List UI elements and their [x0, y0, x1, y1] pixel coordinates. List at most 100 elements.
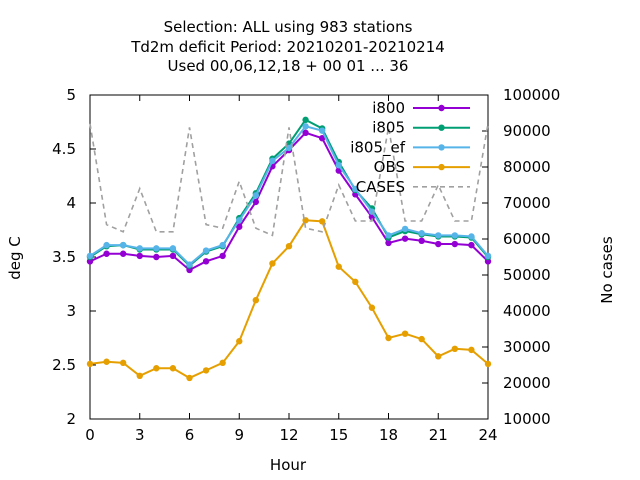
y2-tick-label: 70000 — [503, 194, 551, 212]
data-point-obs — [119, 359, 127, 367]
data-point-i805-ef — [119, 241, 127, 249]
data-point-obs — [285, 243, 293, 250]
y2-tick-label: 30000 — [503, 338, 551, 356]
y-axis-label: deg C — [6, 236, 24, 280]
data-point-obs — [368, 304, 376, 311]
x-tick-label: 6 — [185, 426, 195, 444]
data-point-obs — [401, 330, 409, 337]
data-point-obs — [153, 365, 160, 372]
data-point-i805-ef — [153, 245, 160, 252]
legend-label-i805-ef: i805_ef — [350, 138, 406, 157]
data-point-obs — [136, 372, 143, 379]
data-point-i805-ef — [236, 217, 243, 224]
x-tick-label: 18 — [379, 426, 398, 444]
y2-tick-label: 50000 — [503, 266, 551, 284]
title-line-1: Selection: ALL using 983 stations — [164, 18, 413, 36]
legend-marker-obs — [438, 163, 445, 171]
data-point-i805-ef — [401, 225, 409, 233]
data-point-i805-ef — [285, 144, 293, 152]
data-point-obs — [335, 263, 342, 270]
y2-tick-label: 60000 — [503, 230, 551, 248]
data-point-i800 — [401, 235, 409, 242]
legend-marker-i805 — [438, 124, 445, 131]
y2-tick-label: 80000 — [503, 158, 551, 176]
series-layer — [86, 116, 492, 382]
y-tick-label: 3 — [66, 302, 76, 320]
data-point-i805-ef — [103, 241, 110, 249]
y-tick-label: 2 — [66, 410, 76, 428]
data-point-obs — [352, 278, 359, 286]
data-point-obs — [169, 365, 177, 372]
data-point-i805-ef — [302, 123, 309, 130]
data-point-i805-ef — [252, 192, 260, 199]
data-point-obs — [269, 260, 276, 267]
data-point-obs — [202, 367, 210, 374]
data-point-i800 — [252, 198, 260, 206]
data-point-i800 — [219, 252, 226, 260]
x-axis-label: Hour — [270, 456, 307, 474]
x-tick-label: 24 — [478, 426, 497, 444]
data-point-i800 — [435, 240, 442, 248]
data-point-obs — [468, 346, 475, 354]
data-point-i800 — [302, 129, 309, 136]
chart-title: Selection: ALL using 983 stations Td2m d… — [130, 18, 445, 75]
data-point-i805-ef — [484, 252, 492, 260]
x-tick-label: 3 — [135, 426, 145, 444]
data-point-i805-ef — [451, 232, 459, 239]
x-tick-label: 21 — [429, 426, 448, 444]
data-point-i805-ef — [468, 233, 475, 240]
y-tick-label: 5 — [66, 86, 76, 104]
data-point-i800 — [136, 252, 143, 260]
y2-tick-label: 10000 — [503, 410, 551, 428]
legend-label-i800: i800 — [372, 99, 405, 117]
title-line-3: Used 00,06,12,18 + 00 01 ... 36 — [168, 57, 409, 75]
data-point-i800 — [153, 253, 160, 261]
data-point-i800 — [451, 240, 459, 248]
series-line-cases — [89, 123, 489, 237]
data-point-i805-ef — [352, 185, 359, 193]
data-point-i805-ef — [202, 247, 210, 254]
x-tick-label: 12 — [279, 426, 298, 444]
legend-label-cases: CASES — [356, 178, 405, 196]
data-point-obs — [418, 335, 425, 343]
data-point-obs — [385, 334, 392, 342]
data-point-obs — [103, 358, 110, 365]
legend-label-obs: OBS — [374, 158, 405, 176]
x-tick-label: 15 — [329, 426, 348, 444]
data-point-obs — [252, 297, 260, 304]
data-point-i805-ef — [269, 157, 276, 165]
y2-tick-label: 40000 — [503, 302, 551, 320]
data-point-obs — [186, 374, 193, 382]
y-tick-label: 4 — [66, 194, 76, 212]
data-point-i800 — [103, 250, 110, 257]
data-point-i805-ef — [435, 232, 442, 239]
legend-label-i805: i805 — [372, 119, 405, 137]
data-point-i800 — [468, 241, 475, 249]
y-tick-label: 4.5 — [52, 140, 76, 158]
data-point-obs — [318, 218, 326, 225]
data-point-i805 — [302, 116, 309, 124]
data-point-i805-ef — [335, 162, 342, 169]
data-point-i800 — [418, 237, 425, 244]
data-point-obs — [219, 359, 226, 367]
y-tick-label: 3.5 — [52, 248, 76, 266]
x-tick-label: 0 — [85, 426, 95, 444]
axis-ticks: 0 3 6 9 12 15 18 21 24 2 2.5 3 3.5 4 4.5 5 10000 20000 300… — [52, 86, 560, 444]
data-point-obs — [451, 345, 459, 352]
data-point-i805-ef — [318, 127, 326, 134]
data-point-i805-ef — [418, 230, 425, 237]
data-point-i805-ef — [385, 232, 392, 239]
legend-marker-i805-ef — [438, 144, 445, 151]
legend-marker-i800 — [438, 104, 445, 112]
data-point-i800 — [318, 135, 326, 142]
data-point-i805-ef — [86, 252, 94, 260]
data-point-i805-ef — [136, 245, 143, 252]
data-point-i805-ef — [219, 241, 226, 249]
y2-axis-label: No cases — [598, 236, 616, 304]
data-point-obs — [435, 353, 442, 360]
y2-tick-label: 90000 — [503, 122, 551, 140]
data-point-i800 — [385, 239, 392, 247]
data-point-i800 — [202, 258, 210, 265]
